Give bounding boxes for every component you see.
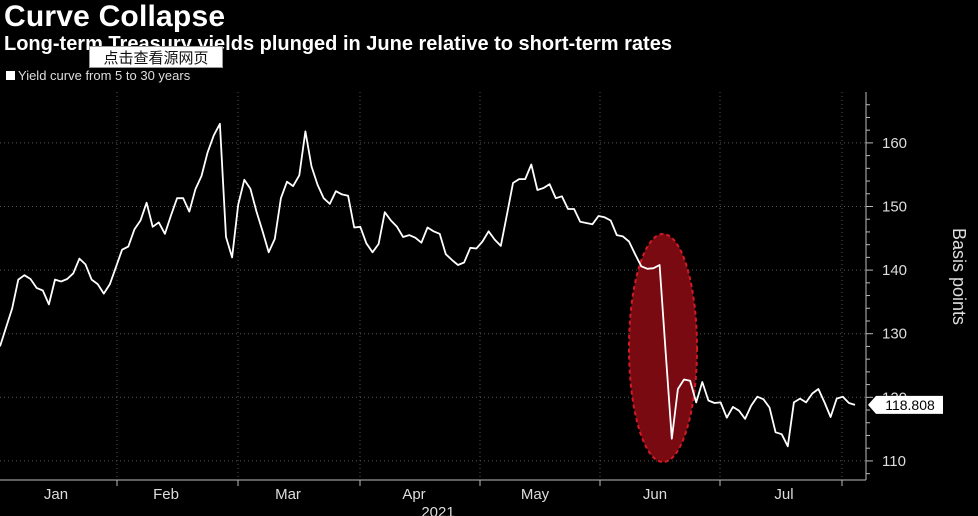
x-tick-label: Mar <box>275 486 301 503</box>
chart-title: Curve Collapse <box>4 0 226 33</box>
y-tick-label: 150 <box>882 198 907 215</box>
legend-label: Yield curve from 5 to 30 years <box>18 68 191 83</box>
x-tick-label: Apr <box>402 486 425 503</box>
last-value-label: 118.808 <box>885 397 935 413</box>
y-tick-label: 140 <box>882 262 907 279</box>
view-source-button[interactable]: 点击查看源网页 <box>89 46 223 68</box>
y-tick-label: 130 <box>882 326 907 343</box>
highlight-ellipse <box>628 233 698 463</box>
x-tick-label: Jun <box>643 486 667 503</box>
x-tick-label: Feb <box>153 486 179 503</box>
legend-swatch <box>6 71 15 80</box>
series-line <box>0 122 856 448</box>
x-axis-year-label: 2021 <box>421 504 454 516</box>
y-axis-label: Basis points <box>949 228 969 326</box>
x-tick-label: Jul <box>774 486 793 503</box>
legend: Yield curve from 5 to 30 years <box>6 68 190 83</box>
x-tick-label: Jan <box>44 486 68 503</box>
y-tick-label: 110 <box>882 453 906 470</box>
last-value-box <box>868 395 943 414</box>
y-tick-label: 160 <box>882 135 907 152</box>
x-tick-label: May <box>521 486 550 503</box>
